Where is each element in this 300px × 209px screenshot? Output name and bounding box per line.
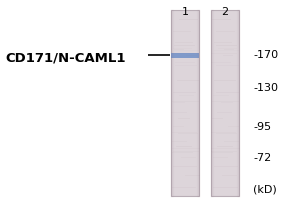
Text: -72: -72	[253, 153, 271, 163]
Text: -95: -95	[253, 122, 271, 132]
Bar	[171, 10, 199, 196]
Text: -170: -170	[253, 50, 278, 60]
Text: (kD): (kD)	[253, 185, 277, 195]
Bar	[171, 52, 199, 57]
Bar	[211, 10, 239, 196]
Text: -130: -130	[253, 83, 278, 93]
Text: 1: 1	[182, 7, 188, 17]
Text: 2: 2	[221, 7, 229, 17]
Text: CD171/N-CAML1: CD171/N-CAML1	[5, 51, 125, 65]
